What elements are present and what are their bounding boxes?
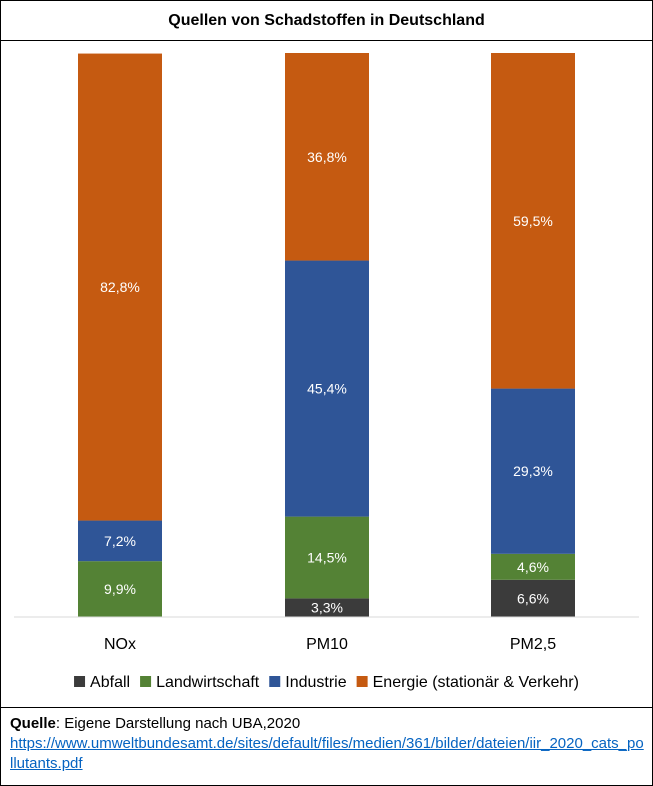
source-text: : Eigene Darstellung nach UBA,2020 [55, 715, 301, 732]
legend-label-industrie: Industrie [285, 674, 346, 691]
bar-pm2-5-energie-station-r-verkehr [491, 53, 575, 389]
legend: Abfall Landwirtschaft Industrie Energie (st… [74, 674, 579, 691]
source-link[interactable]: https://www.umweltbundesamt.de/sites/def… [10, 735, 644, 772]
data-label-pm10-landwirtschaft: 14,5% [307, 549, 347, 565]
bars-layer: 9,9% 7,2% 82,8% 3,3% 14,5% 45,4% 36,8% 6,6% 4,6%… [78, 53, 575, 617]
data-label-pm10-energie-station-r-verkehr: 36,8% [307, 149, 347, 165]
x-tick-pm2-5: PM2,5 [510, 636, 556, 653]
x-tick-labels: NOx PM10 PM2,5 [104, 636, 556, 653]
data-label-nox-landwirtschaft: 9,9% [104, 581, 136, 597]
legend-label-abfall: Abfall [90, 674, 130, 691]
bar-pm10-industrie [285, 260, 369, 517]
data-label-pm2-5-industrie: 29,3% [513, 463, 553, 479]
data-label-pm10-industrie: 45,4% [307, 381, 347, 397]
legend-swatch-landwirtschaft [140, 676, 152, 687]
bar-nox-landwirtschaft [78, 561, 162, 617]
bar-pm2-5-industrie [491, 388, 575, 554]
bar-nox-energie-station-r-verkehr [78, 53, 162, 521]
x-tick-pm10: PM10 [306, 636, 348, 653]
footer-separator [1, 707, 652, 708]
legend-swatch-energie-station-r-verkehr [356, 676, 368, 687]
bar-pm2-5-abfall [491, 579, 575, 617]
bar-pm10-landwirtschaft [285, 516, 369, 599]
bar-nox-industrie [78, 520, 162, 562]
legend-label-landwirtschaft: Landwirtschaft [156, 674, 260, 691]
data-label-pm2-5-abfall: 6,6% [517, 590, 549, 606]
legend-item-energie-station-r-verkehr: Energie (stationär & Verkehr) [356, 674, 579, 691]
legend-item-landwirtschaft: Landwirtschaft [140, 674, 260, 691]
data-label-pm10-abfall: 3,3% [311, 600, 343, 616]
legend-label-energie-station-r-verkehr: Energie (stationär & Verkehr) [373, 674, 579, 691]
x-tick-nox: NOx [104, 636, 136, 653]
data-label-nox-industrie: 7,2% [104, 533, 136, 549]
legend-swatch-industrie [269, 676, 281, 687]
legend-swatch-abfall [74, 676, 86, 687]
bar-pm2-5-landwirtschaft [491, 553, 575, 580]
legend-item-industrie: Industrie [269, 674, 347, 691]
data-label-pm2-5-landwirtschaft: 4,6% [517, 559, 549, 575]
data-label-pm2-5-energie-station-r-verkehr: 59,5% [513, 213, 553, 229]
stacked-bar-chart: 9,9% 7,2% 82,8% 3,3% 14,5% 45,4% 36,8% 6,6% 4,6%… [14, 53, 639, 691]
bar-pm10-energie-station-r-verkehr [285, 53, 369, 261]
legend-item-abfall: Abfall [74, 674, 130, 691]
source-label: Quelle [10, 715, 56, 732]
bar-pm10-abfall [285, 598, 369, 617]
source-note: Quelle: Eigene Darstellung nach UBA,2020… [10, 714, 646, 774]
chart-title: Quellen von Schadstoffen in Deutschland [1, 1, 652, 41]
data-label-nox-energie-station-r-verkehr: 82,8% [100, 279, 140, 295]
